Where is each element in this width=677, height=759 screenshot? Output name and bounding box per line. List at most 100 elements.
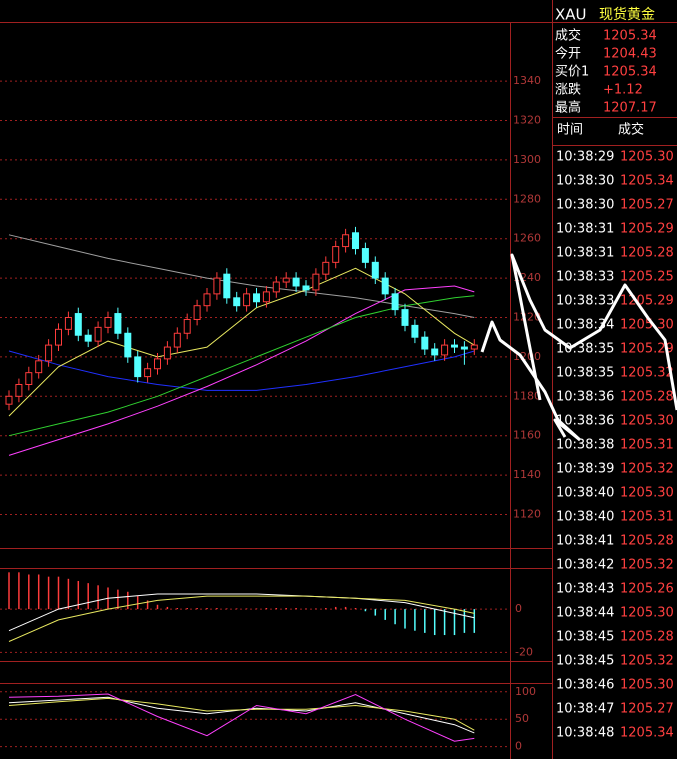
quote-label: 成交 — [555, 28, 581, 44]
trade-time: 10:38:40 — [556, 486, 614, 501]
trade-price: 1205.31 — [620, 438, 674, 453]
candle-body — [411, 324, 419, 338]
trade-price: 1205.29 — [620, 342, 674, 357]
trade-time: 10:38:48 — [556, 726, 614, 741]
candle-body — [154, 358, 161, 370]
trade-price: 1205.30 — [620, 486, 674, 501]
quote-label: 涨跌 — [555, 82, 581, 98]
candle-body — [243, 293, 251, 307]
trade-time: 10:38:33 — [556, 294, 614, 309]
trade-price: 1205.27 — [620, 702, 674, 717]
candle-body — [163, 346, 171, 360]
y-tick-label: 0 — [515, 602, 522, 615]
trade-time: 10:38:35 — [556, 366, 614, 381]
candle-body — [332, 246, 340, 263]
trade-price: 1205.28 — [620, 246, 674, 261]
trade-time: 10:38:29 — [556, 150, 614, 165]
candle-body — [451, 344, 458, 348]
y-tick-label: 50 — [515, 712, 529, 725]
candle-body — [55, 328, 62, 346]
trade-price: 1205.32 — [620, 654, 674, 669]
quote-label: 买价1 — [555, 65, 589, 80]
candle-body — [292, 277, 300, 287]
trade-time: 10:38:35 — [556, 342, 614, 357]
charts: 1120114011601180120012201240126012801300… — [0, 74, 541, 753]
candle-body — [223, 273, 231, 299]
indicator-line — [8, 693, 475, 742]
trade-price: 1205.34 — [620, 174, 674, 189]
candle-body — [233, 297, 241, 307]
trade-time: 10:38:31 — [556, 222, 614, 237]
trade-price: 1205.34 — [620, 726, 674, 741]
candle-body — [371, 261, 379, 279]
trade-time: 10:38:39 — [556, 462, 614, 477]
indicator-line — [8, 267, 475, 417]
candle-body — [25, 372, 33, 385]
trade-price: 1205.28 — [620, 630, 674, 645]
y-tick-label: 1160 — [513, 429, 541, 442]
quote-value: 1204.43 — [603, 47, 657, 62]
candle-body — [5, 395, 13, 405]
trade-price: 1205.30 — [620, 678, 674, 693]
arrow-head — [553, 418, 581, 442]
trade-time: 10:38:36 — [556, 390, 614, 405]
candle-body — [183, 318, 191, 334]
candle-body — [342, 234, 350, 248]
y-tick-label: 1340 — [513, 74, 541, 87]
candle-body — [114, 313, 122, 334]
indicator-line — [8, 234, 475, 318]
candle-body — [213, 277, 221, 295]
trade-time: 10:38:30 — [556, 174, 614, 189]
y-tick-label: 1120 — [513, 508, 541, 521]
candle-body — [352, 232, 359, 250]
trade-time: 10:38:44 — [556, 606, 614, 621]
candle-body — [302, 285, 310, 291]
candle-body — [173, 332, 181, 348]
candle-body — [35, 360, 43, 374]
column-header: 时间 — [557, 123, 583, 138]
y-tick-label: 1320 — [513, 114, 541, 127]
candle-body — [282, 277, 290, 283]
symbol: XAU — [555, 6, 587, 24]
candle-body — [134, 356, 142, 378]
candle-body — [391, 293, 399, 311]
trade-price: 1205.29 — [620, 294, 674, 309]
trade-price: 1205.27 — [620, 198, 674, 213]
trade-price: 1205.30 — [620, 606, 674, 621]
y-tick-label: -20 — [515, 645, 533, 658]
candle-body — [272, 281, 280, 293]
candle-body — [64, 317, 72, 330]
side-panel: 成交 1205.34 今开 1204.43 买价1 1205.34 涨跌 +1.12 最高 120… — [555, 28, 674, 741]
candle-body — [460, 346, 468, 350]
trade-price: 1205.30 — [620, 318, 674, 333]
trade-time: 10:38:38 — [556, 438, 614, 453]
candle-body — [94, 326, 102, 342]
trade-time: 10:38:40 — [556, 510, 614, 525]
indicator-line — [8, 593, 475, 632]
quote-value: +1.12 — [603, 83, 643, 98]
column-header: 成交 — [618, 122, 644, 138]
trade-time: 10:38:30 — [556, 198, 614, 213]
trade-price: 1205.30 — [620, 150, 674, 165]
candle-body — [470, 344, 478, 350]
trade-time: 10:38:45 — [556, 654, 614, 669]
trade-price: 1205.32 — [620, 558, 674, 573]
trade-time: 10:38:41 — [556, 534, 614, 549]
candle-body — [312, 273, 320, 291]
candle-body — [193, 305, 201, 320]
indicator-line — [8, 350, 475, 391]
indicator-line — [8, 697, 475, 731]
candle-body — [45, 344, 53, 362]
arrow — [480, 320, 582, 442]
candle-body — [104, 317, 112, 328]
trade-price: 1205.31 — [620, 510, 674, 525]
candle-body — [401, 309, 409, 326]
y-tick-label: 1260 — [513, 232, 541, 245]
candle-body — [84, 334, 92, 342]
y-tick-label: 1280 — [513, 192, 541, 205]
trade-time: 10:38:47 — [556, 702, 614, 717]
candle-body — [322, 261, 330, 275]
candle-body — [144, 368, 152, 378]
